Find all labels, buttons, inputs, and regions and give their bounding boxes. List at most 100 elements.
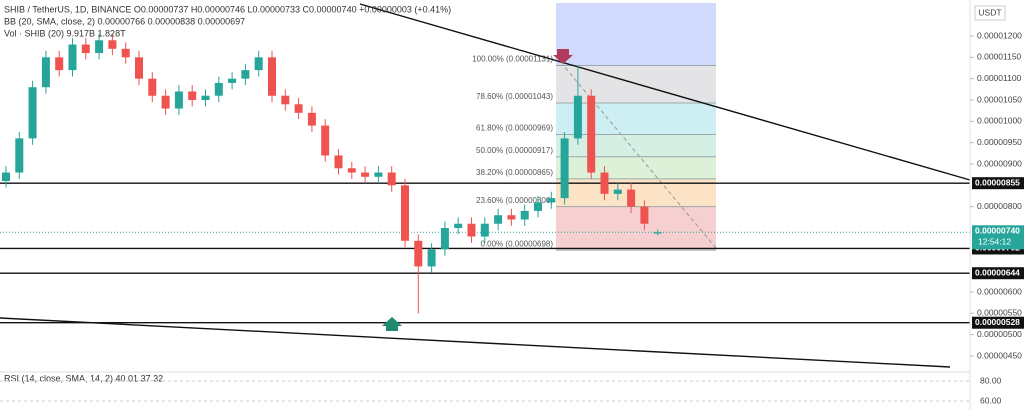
- candle-body: [15, 138, 24, 173]
- y-tick-label: 0.00001150: [977, 52, 1022, 62]
- candle-body: [587, 95, 596, 173]
- rsi-header: RSI (14, close, SMA, 14, 2) 40.01 37.32: [4, 373, 163, 383]
- candle-body: [427, 249, 436, 267]
- candle-body: [228, 78, 237, 83]
- candle-body: [307, 112, 316, 126]
- fib-group: 0.00% (0.00000698) 23.60% (0.00000800) 38.…: [472, 55, 716, 251]
- candle-body: [55, 57, 64, 71]
- candle-body: [560, 138, 569, 199]
- level-label: 0.00000855: [975, 177, 1020, 187]
- candle-body: [507, 215, 516, 220]
- candle-body: [547, 198, 556, 203]
- candle-body: [281, 95, 290, 105]
- buy-arrow: [382, 317, 402, 331]
- candles-group: [2, 33, 662, 314]
- diagonal: [562, 64, 717, 249]
- fib-label: 0.00% (0.00000698): [481, 239, 554, 248]
- candle-body: [361, 172, 370, 177]
- y-tick-label: 0.00001050: [977, 94, 1022, 104]
- fib-band: [556, 156, 716, 179]
- candle-body: [347, 168, 356, 173]
- candle-body: [81, 44, 90, 54]
- level-tag: [972, 316, 1024, 329]
- position-box: [556, 3, 716, 65]
- trend-line: [359, 3, 971, 181]
- candle-body: [520, 210, 529, 220]
- candle-body: [334, 155, 343, 169]
- fib-label: 38.20% (0.00000865): [476, 168, 553, 177]
- header-line: BB (20, SMA, close, 2) 0.00000766 0.0000…: [4, 16, 245, 26]
- candle-body: [148, 78, 157, 96]
- y-tick-label: 0.00000950: [977, 137, 1022, 147]
- candle-body: [600, 172, 609, 194]
- rsi-tick-label: 80.00: [980, 375, 1002, 385]
- candle-body: [321, 125, 330, 156]
- candle-body: [201, 95, 210, 100]
- candle-body: [241, 70, 250, 79]
- candle-body: [480, 223, 489, 237]
- candle-body: [494, 215, 503, 224]
- level-tag: [972, 177, 1024, 190]
- level-label: 0.00000644: [975, 267, 1020, 277]
- candle-body: [401, 185, 409, 241]
- candle-body: [135, 57, 143, 79]
- candle-body: [188, 91, 197, 100]
- candle-body: [294, 104, 303, 113]
- unit-box: [974, 5, 1006, 21]
- y-tick-label: 0.00000550: [977, 308, 1022, 318]
- candle-body: [28, 87, 37, 139]
- levels-group: [0, 182, 970, 324]
- price-tag: [972, 225, 1024, 250]
- fib-label: 23.60% (0.00000800): [476, 196, 553, 205]
- fib-label: 50.00% (0.00000917): [476, 146, 553, 155]
- price-countdown: 12:54:12: [978, 237, 1011, 247]
- candle-body: [268, 57, 276, 96]
- candle-body: [414, 240, 423, 267]
- fib-band: [556, 134, 716, 157]
- candle-body: [254, 57, 263, 71]
- header-line: Vol · SHIB (20) 9.917B 1.828T: [4, 28, 126, 38]
- candle-body: [534, 202, 542, 211]
- candle-body: [174, 91, 183, 109]
- candle-body: [653, 232, 662, 234]
- candle-body: [374, 172, 383, 177]
- y-tick-label: 0.00000800: [977, 201, 1022, 211]
- y-tick-label: 0.00000500: [977, 329, 1022, 339]
- candle-body: [108, 40, 117, 49]
- level-label: 0.00000528: [975, 317, 1020, 327]
- rsi-tick-label: 60.00: [980, 395, 1002, 405]
- candle-body: [95, 40, 104, 54]
- fib-label: 100.00% (0.00001131): [472, 55, 553, 64]
- trend-line: [0, 317, 951, 368]
- level-tag: [972, 267, 1024, 280]
- candle-body: [573, 95, 582, 139]
- y-tick-label: 0.00000600: [977, 286, 1022, 296]
- price-label: 0.00000740: [975, 226, 1020, 236]
- candle-body: [387, 172, 396, 186]
- candle-body: [41, 57, 50, 88]
- candle-body: [2, 172, 10, 182]
- candle-body: [454, 223, 463, 228]
- fib-label: 78.60% (0.00001043): [476, 92, 553, 101]
- candle-body: [121, 48, 130, 58]
- candle-body: [640, 206, 649, 224]
- sell-arrow: [553, 49, 573, 64]
- candle-body: [467, 223, 476, 237]
- axis-group: 0.00001200 0.00001150 0.00001100 0.00001050…: [0, 30, 1024, 405]
- fib-band: [556, 206, 716, 251]
- header-line: SHIB / TetherUS, 1D, BINANCE O0.00000737…: [4, 4, 451, 14]
- fib-label: 61.80% (0.00000969): [476, 124, 553, 133]
- fib-band: [556, 102, 716, 135]
- candle-body: [161, 95, 170, 109]
- y-tick-label: 0.00001100: [977, 73, 1022, 83]
- y-tick-label: 0.00001000: [977, 116, 1022, 126]
- y-tick-label: 0.00000900: [977, 158, 1022, 168]
- candle-body: [613, 189, 622, 194]
- y-tick-label: 0.00001200: [977, 30, 1022, 40]
- unit: USDT: [978, 7, 1001, 17]
- candle-body: [68, 44, 77, 71]
- candle-body: [440, 228, 449, 250]
- candle-body: [214, 82, 223, 96]
